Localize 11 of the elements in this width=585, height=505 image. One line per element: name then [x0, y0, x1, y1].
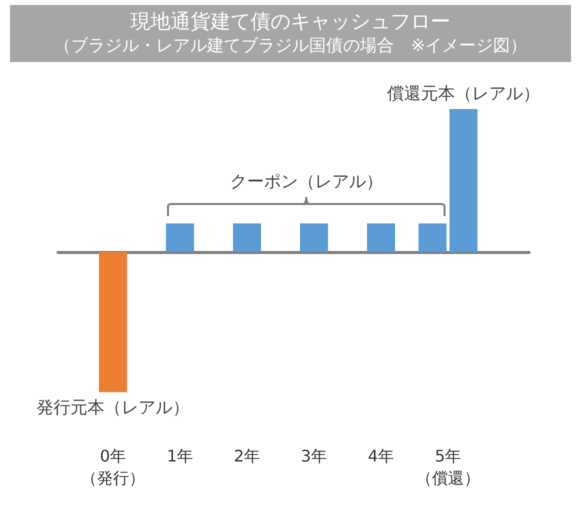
chart-subtitle: （ブラジル・レアル建てブラジル国債の場合 ※イメージ図）: [52, 35, 528, 58]
x-tick-label: 3年: [300, 446, 328, 466]
x-tick-label: 0年（発行）: [81, 446, 145, 488]
series-label: クーポン（レアル）: [230, 172, 383, 192]
x-tick-label: 4年: [368, 446, 394, 466]
x-tick-label: 1年: [166, 446, 194, 466]
x-tick-label: 5年（償還）: [416, 446, 480, 488]
x-tick-label: 2年: [234, 446, 260, 466]
series-label: 償還元本（レアル）: [387, 84, 540, 104]
chart-title: 現地通貨建て債のキャッシュフロー: [130, 8, 452, 34]
series-label: 発行元本（レアル）: [36, 398, 190, 418]
